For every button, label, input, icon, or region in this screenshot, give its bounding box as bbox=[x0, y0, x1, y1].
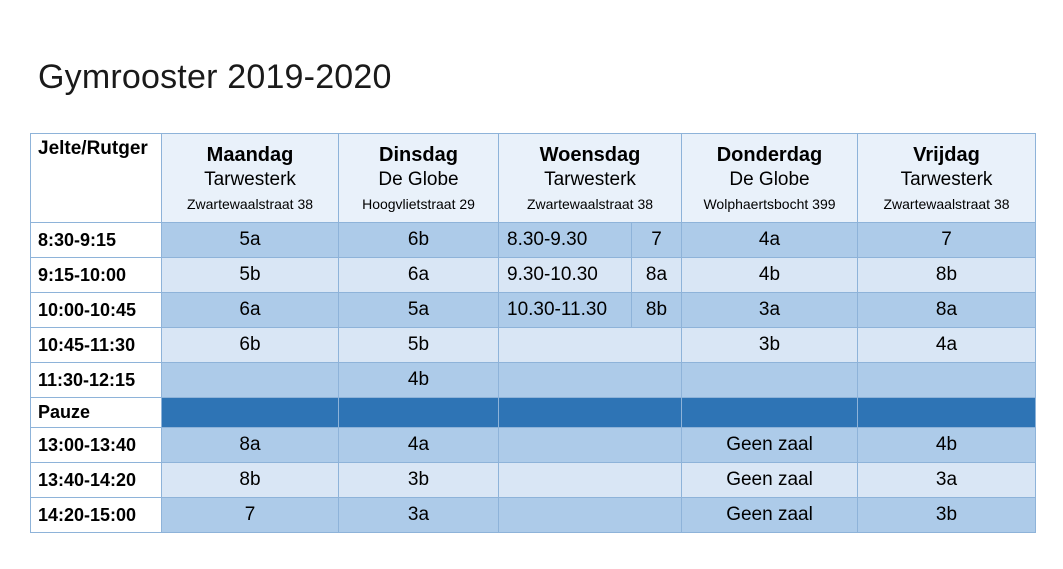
day-location: De Globe bbox=[378, 169, 459, 190]
cell-vrijdag: 8b bbox=[857, 257, 1036, 293]
cell-maandag bbox=[161, 362, 339, 398]
cell-woensdag bbox=[498, 327, 682, 363]
corner-label: Jelte/Rutger bbox=[30, 133, 162, 223]
table-row: 9:15-10:00 5b 6a 9.30-10.30 8a 4b 8b bbox=[30, 257, 1036, 293]
time-slot: 14:20-15:00 bbox=[30, 497, 162, 533]
day-header-vrijdag: Vrijdag Tarwesterk Zwartewaalstraat 38 bbox=[857, 133, 1036, 223]
cell-dinsdag: 3b bbox=[338, 462, 499, 498]
cell-dinsdag: 5a bbox=[338, 292, 499, 328]
cell-vrijdag: 3b bbox=[857, 497, 1036, 533]
day-header-maandag: Maandag Tarwesterk Zwartewaalstraat 38 bbox=[161, 133, 339, 223]
cell-donderdag: 4a bbox=[681, 222, 858, 258]
cell-donderdag: Geen zaal bbox=[681, 427, 858, 463]
cell-vrijdag: 3a bbox=[857, 462, 1036, 498]
day-address: Zwartewaalstraat 38 bbox=[186, 196, 314, 212]
day-location: Tarwesterk bbox=[204, 169, 296, 190]
day-header-woensdag: Woensdag Tarwesterk Zwartewaalstraat 38 bbox=[498, 133, 682, 223]
cell-maandag: 5b bbox=[161, 257, 339, 293]
cell-woensdag-time: 8.30-9.30 bbox=[498, 222, 632, 258]
cell-vrijdag: 4a bbox=[857, 327, 1036, 363]
table-row: 10:00-10:45 6a 5a 10.30-11.30 8b 3a 8a bbox=[30, 292, 1036, 328]
time-slot: 9:15-10:00 bbox=[30, 257, 162, 293]
time-slot: 10:45-11:30 bbox=[30, 327, 162, 363]
time-slot: 10:00-10:45 bbox=[30, 292, 162, 328]
cell-donderdag: 3b bbox=[681, 327, 858, 363]
cell-woensdag-time: 10.30-11.30 bbox=[498, 292, 632, 328]
cell-maandag: 6a bbox=[161, 292, 339, 328]
day-name: Woensdag bbox=[539, 144, 641, 166]
pauze-bar bbox=[338, 397, 499, 428]
cell-woensdag-group: 8b bbox=[631, 292, 682, 328]
table-row: 8:30-9:15 5a 6b 8.30-9.30 7 4a 7 bbox=[30, 222, 1036, 258]
day-name: Dinsdag bbox=[379, 144, 458, 166]
cell-woensdag-group: 8a bbox=[631, 257, 682, 293]
time-slot: 13:40-14:20 bbox=[30, 462, 162, 498]
cell-vrijdag: 7 bbox=[857, 222, 1036, 258]
day-header-donderdag: Donderdag De Globe Wolphaertsbocht 399 bbox=[681, 133, 858, 223]
cell-donderdag: Geen zaal bbox=[681, 462, 858, 498]
time-slot: 13:00-13:40 bbox=[30, 427, 162, 463]
day-address: Zwartewaalstraat 38 bbox=[883, 196, 1010, 212]
day-location: Tarwesterk bbox=[544, 169, 636, 190]
time-slot: 11:30-12:15 bbox=[30, 362, 162, 398]
cell-donderdag: 3a bbox=[681, 292, 858, 328]
pauze-bar bbox=[498, 397, 682, 428]
cell-dinsdag: 4a bbox=[338, 427, 499, 463]
table-row: 14:20-15:00 7 3a Geen zaal 3b bbox=[30, 497, 1036, 533]
cell-donderdag: 4b bbox=[681, 257, 858, 293]
pauze-row: Pauze bbox=[30, 397, 1036, 428]
cell-vrijdag: 8a bbox=[857, 292, 1036, 328]
time-slot: 8:30-9:15 bbox=[30, 222, 162, 258]
cell-maandag: 7 bbox=[161, 497, 339, 533]
cell-maandag: 8a bbox=[161, 427, 339, 463]
cell-dinsdag: 6a bbox=[338, 257, 499, 293]
cell-vrijdag: 4b bbox=[857, 427, 1036, 463]
cell-maandag: 8b bbox=[161, 462, 339, 498]
day-header-dinsdag: Dinsdag De Globe Hoogvlietstraat 29 bbox=[338, 133, 499, 223]
day-location: Tarwesterk bbox=[900, 169, 993, 190]
day-name: Vrijdag bbox=[913, 144, 980, 166]
cell-donderdag: Geen zaal bbox=[681, 497, 858, 533]
cell-dinsdag: 4b bbox=[338, 362, 499, 398]
schedule-table: Jelte/Rutger Maandag Tarwesterk Zwartewa… bbox=[30, 133, 1036, 533]
cell-maandag: 5a bbox=[161, 222, 339, 258]
cell-dinsdag: 6b bbox=[338, 222, 499, 258]
cell-donderdag bbox=[681, 362, 858, 398]
cell-woensdag bbox=[498, 427, 682, 463]
pauze-bar bbox=[857, 397, 1036, 428]
day-name: Donderdag bbox=[716, 144, 823, 166]
cell-maandag: 6b bbox=[161, 327, 339, 363]
cell-woensdag bbox=[498, 462, 682, 498]
cell-vrijdag bbox=[857, 362, 1036, 398]
table-row: 13:00-13:40 8a 4a Geen zaal 4b bbox=[30, 427, 1036, 463]
cell-dinsdag: 5b bbox=[338, 327, 499, 363]
day-location: De Globe bbox=[729, 169, 810, 190]
table-row: 13:40-14:20 8b 3b Geen zaal 3a bbox=[30, 462, 1036, 498]
cell-woensdag bbox=[498, 497, 682, 533]
day-address: Hoogvlietstraat 29 bbox=[362, 196, 475, 212]
day-address: Wolphaertsbocht 399 bbox=[703, 196, 836, 212]
table-row: 10:45-11:30 6b 5b 3b 4a bbox=[30, 327, 1036, 363]
cell-woensdag-group: 7 bbox=[631, 222, 682, 258]
pauze-bar bbox=[681, 397, 858, 428]
day-name: Maandag bbox=[206, 144, 294, 166]
cell-dinsdag: 3a bbox=[338, 497, 499, 533]
table-row: 11:30-12:15 4b bbox=[30, 362, 1036, 398]
day-address: Zwartewaalstraat 38 bbox=[526, 196, 654, 212]
cell-woensdag-time: 9.30-10.30 bbox=[498, 257, 632, 293]
cell-woensdag bbox=[498, 362, 682, 398]
time-slot: Pauze bbox=[30, 397, 162, 428]
header-row: Jelte/Rutger Maandag Tarwesterk Zwartewa… bbox=[30, 133, 1036, 223]
pauze-bar bbox=[161, 397, 339, 428]
page-title: Gymrooster 2019-2020 bbox=[38, 58, 392, 96]
